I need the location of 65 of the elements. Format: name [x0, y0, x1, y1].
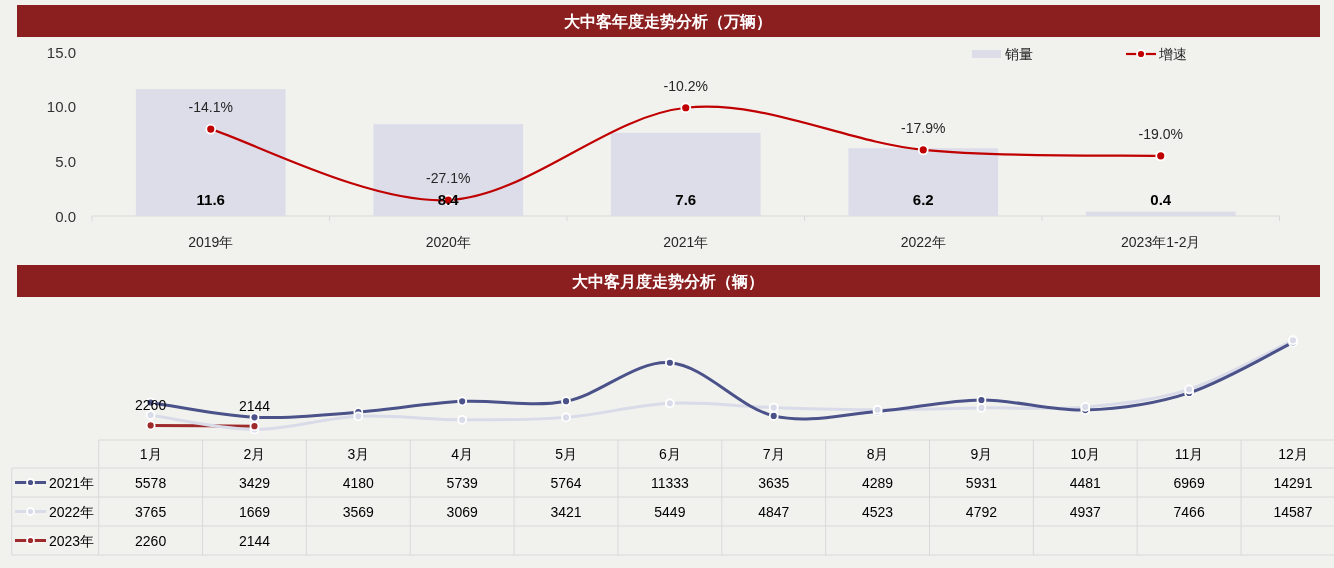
chart-title: 大中客月度走势分析（辆）	[572, 271, 764, 291]
data-label: 4289	[862, 474, 894, 491]
y-tick-label: 15.0	[46, 43, 76, 61]
data-label: 11333	[650, 474, 690, 491]
data-label: 3635	[758, 474, 790, 491]
data-label: 3765	[135, 503, 167, 520]
data-label: 6969	[1173, 474, 1205, 491]
y-tick-label: 10.0	[46, 98, 76, 116]
data-label: 5578	[135, 474, 167, 491]
data-label: 7.6	[675, 190, 697, 208]
x-tick-label: 2020年	[425, 234, 471, 250]
data-label: 2144	[238, 532, 271, 549]
x-tick-label: 7月	[762, 446, 785, 462]
data-label: 0.4	[1150, 190, 1172, 208]
data-label: 5449	[654, 503, 686, 520]
y-tick-label: 5.0	[55, 152, 76, 170]
data-label: -19.0%	[1138, 125, 1183, 142]
data-label: 6.2	[912, 190, 934, 208]
legend-label: 2021年	[49, 474, 95, 491]
chart-title: 大中客年度走势分析（万辆）	[564, 11, 772, 31]
data-label: 14587	[1273, 503, 1313, 520]
legend-label: 2023年	[49, 532, 95, 549]
data-label: 3069	[446, 503, 478, 520]
x-tick-label: 10月	[1070, 446, 1101, 462]
data-label: 3569	[342, 503, 375, 520]
x-tick-label: 11月	[1174, 446, 1204, 462]
data-label: 1669	[238, 503, 271, 520]
data-label: 4180	[342, 474, 375, 491]
x-tick-label: 2022年	[900, 234, 946, 250]
x-tick-label: 3月	[347, 446, 370, 462]
legend-label: 销量	[1004, 46, 1033, 62]
x-tick-label: 9月	[970, 446, 993, 462]
data-label: -17.9%	[901, 119, 946, 136]
x-tick-label: 6月	[658, 446, 681, 462]
data-label: 4792	[965, 503, 998, 520]
data-label: 5764	[550, 474, 582, 491]
data-label: 2260	[135, 532, 167, 549]
data-label: -10.2%	[663, 77, 708, 94]
legend-label: 2022年	[49, 503, 95, 520]
x-tick-label: 2019年	[188, 234, 234, 250]
annotation: 2260	[135, 397, 167, 414]
data-label: 4523	[862, 503, 894, 520]
data-label: 4481	[1069, 474, 1102, 491]
x-tick-label: 2023年1-2月	[1121, 234, 1201, 250]
x-tick-label: 2021年	[663, 234, 709, 250]
data-label: 5739	[446, 474, 478, 491]
data-label: 4847	[758, 503, 790, 520]
x-tick-label: 12月	[1278, 446, 1308, 462]
x-tick-label: 8月	[866, 446, 889, 462]
data-label: 3429	[238, 474, 271, 491]
data-label: 7466	[1173, 503, 1205, 520]
x-tick-label: 4月	[451, 446, 474, 462]
y-tick-label: 0.0	[55, 207, 76, 225]
data-label: 5931	[965, 474, 998, 491]
data-label: -27.1%	[426, 170, 471, 187]
x-tick-label: 1月	[139, 446, 162, 462]
x-tick-label: 2月	[243, 446, 266, 462]
data-label: -14.1%	[188, 99, 233, 116]
data-label: 3421	[550, 503, 582, 520]
data-label: 14291	[1273, 474, 1313, 491]
x-tick-label: 5月	[555, 446, 577, 462]
data-label: 4937	[1069, 503, 1102, 520]
data-label: 11.6	[196, 190, 225, 208]
legend-label: 增速	[1158, 46, 1187, 62]
annotation: 2144	[238, 398, 271, 415]
